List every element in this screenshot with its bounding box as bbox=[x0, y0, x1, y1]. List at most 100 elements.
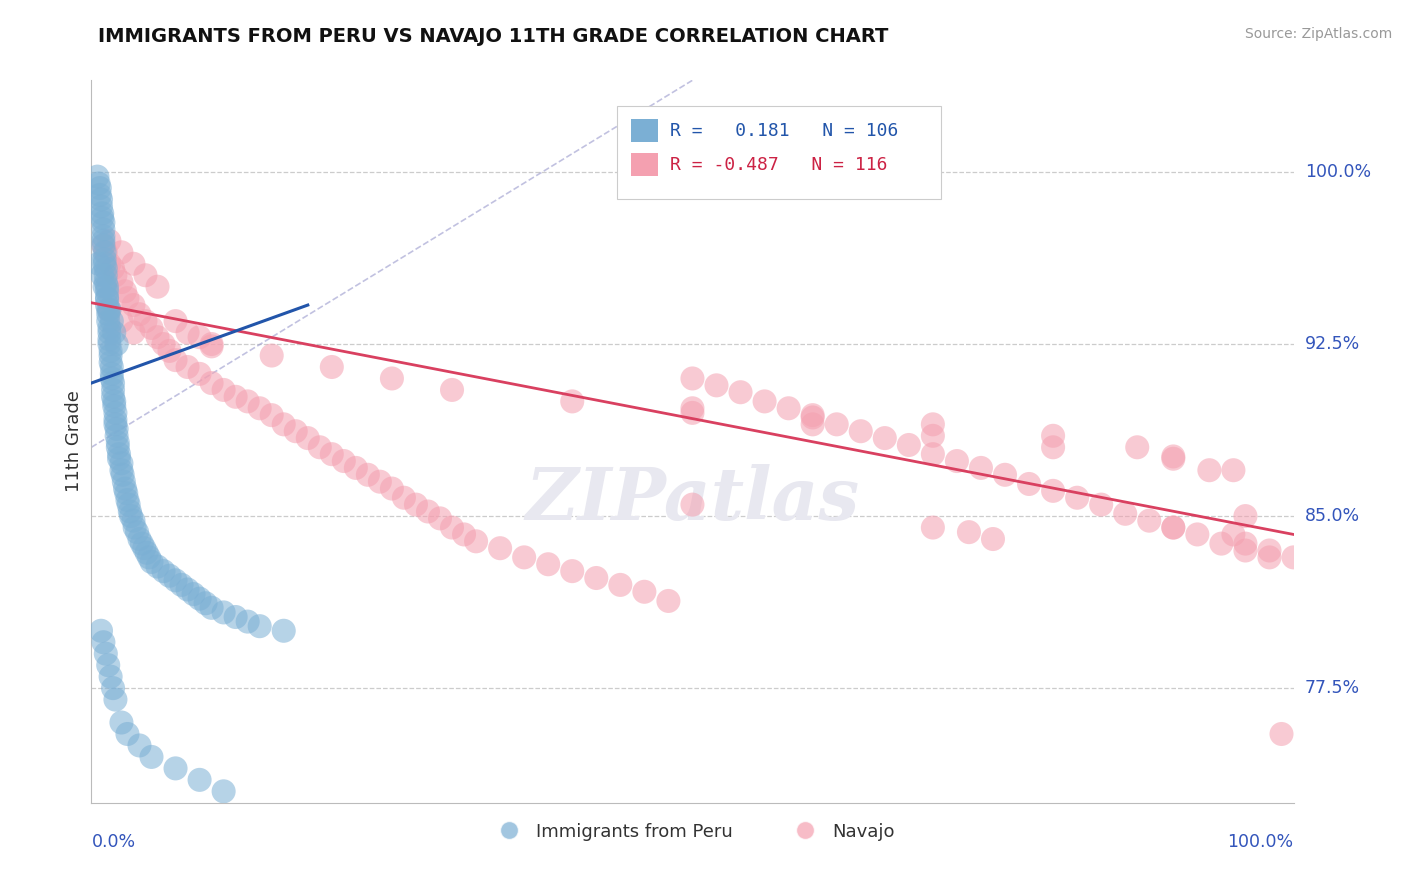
Point bbox=[94, 245, 117, 260]
Point bbox=[103, 399, 125, 413]
Point bbox=[585, 571, 607, 585]
Point bbox=[440, 383, 463, 397]
Point bbox=[146, 559, 169, 574]
Point bbox=[1161, 451, 1184, 466]
Point bbox=[730, 385, 752, 400]
Point bbox=[201, 376, 224, 390]
Point bbox=[93, 238, 115, 252]
Point bbox=[1234, 543, 1257, 558]
Point bbox=[104, 417, 127, 432]
Point bbox=[236, 615, 259, 629]
Point bbox=[176, 582, 198, 597]
Point bbox=[344, 461, 367, 475]
Point bbox=[561, 564, 583, 578]
Point bbox=[100, 355, 122, 369]
Point bbox=[93, 229, 115, 244]
Point bbox=[159, 568, 181, 582]
Point bbox=[188, 772, 211, 787]
Text: 85.0%: 85.0% bbox=[1305, 507, 1360, 525]
Point bbox=[128, 532, 150, 546]
Point bbox=[117, 727, 139, 741]
Point bbox=[118, 498, 141, 512]
Text: Source: ZipAtlas.com: Source: ZipAtlas.com bbox=[1244, 27, 1392, 41]
Point bbox=[201, 339, 224, 353]
Point bbox=[1018, 477, 1040, 491]
Text: 92.5%: 92.5% bbox=[1305, 335, 1360, 353]
Point bbox=[212, 784, 235, 798]
Point bbox=[122, 257, 145, 271]
Point bbox=[1211, 536, 1233, 550]
Point bbox=[96, 291, 118, 305]
Point bbox=[165, 761, 187, 775]
Point bbox=[98, 333, 121, 347]
Point bbox=[946, 454, 969, 468]
Point bbox=[91, 211, 114, 225]
Point bbox=[91, 268, 114, 283]
Point bbox=[194, 596, 217, 610]
Point bbox=[681, 371, 703, 385]
Point bbox=[108, 451, 131, 466]
Point bbox=[86, 169, 108, 184]
Point bbox=[212, 606, 235, 620]
Point bbox=[429, 511, 451, 525]
Point bbox=[236, 394, 259, 409]
Point bbox=[225, 390, 247, 404]
Point bbox=[321, 447, 343, 461]
Point bbox=[101, 371, 124, 385]
Point bbox=[308, 440, 330, 454]
Point bbox=[1042, 483, 1064, 498]
Point bbox=[1187, 527, 1209, 541]
Point bbox=[90, 624, 112, 638]
Point bbox=[416, 504, 439, 518]
Point bbox=[128, 739, 150, 753]
Point bbox=[141, 750, 163, 764]
Point bbox=[1258, 550, 1281, 565]
Point bbox=[101, 390, 124, 404]
Point bbox=[134, 541, 156, 556]
Point bbox=[561, 394, 583, 409]
Point bbox=[105, 429, 128, 443]
Point bbox=[96, 291, 118, 305]
Point bbox=[368, 475, 391, 489]
Point bbox=[93, 234, 115, 248]
Point bbox=[97, 307, 120, 321]
Point bbox=[453, 527, 475, 541]
Point bbox=[103, 326, 125, 340]
Point bbox=[94, 268, 117, 283]
Point bbox=[110, 314, 132, 328]
Point bbox=[93, 257, 115, 271]
Point bbox=[333, 454, 356, 468]
Point bbox=[105, 422, 128, 436]
Point bbox=[381, 482, 404, 496]
Point bbox=[1161, 520, 1184, 534]
Point bbox=[97, 658, 120, 673]
Point bbox=[134, 268, 156, 283]
Point bbox=[183, 587, 205, 601]
Point bbox=[1161, 450, 1184, 464]
Bar bbox=[631, 153, 658, 177]
Point bbox=[681, 406, 703, 420]
Point bbox=[101, 376, 124, 390]
Point bbox=[357, 467, 380, 482]
Point bbox=[188, 367, 211, 381]
Point bbox=[537, 558, 560, 572]
Point bbox=[94, 261, 117, 276]
Point bbox=[212, 383, 235, 397]
Point bbox=[681, 498, 703, 512]
Point bbox=[141, 321, 163, 335]
Point bbox=[922, 429, 945, 443]
Point bbox=[897, 438, 920, 452]
Point bbox=[188, 330, 211, 344]
Point bbox=[118, 504, 141, 518]
Point bbox=[93, 238, 115, 252]
Point bbox=[96, 279, 118, 293]
Point bbox=[93, 222, 115, 236]
Point bbox=[96, 285, 118, 299]
Point bbox=[1137, 514, 1160, 528]
Text: ZIPatlas: ZIPatlas bbox=[526, 464, 859, 535]
Point bbox=[107, 440, 129, 454]
Point bbox=[176, 359, 198, 374]
Point bbox=[1042, 429, 1064, 443]
Point bbox=[201, 600, 224, 615]
Text: R =   0.181   N = 106: R = 0.181 N = 106 bbox=[669, 122, 898, 140]
